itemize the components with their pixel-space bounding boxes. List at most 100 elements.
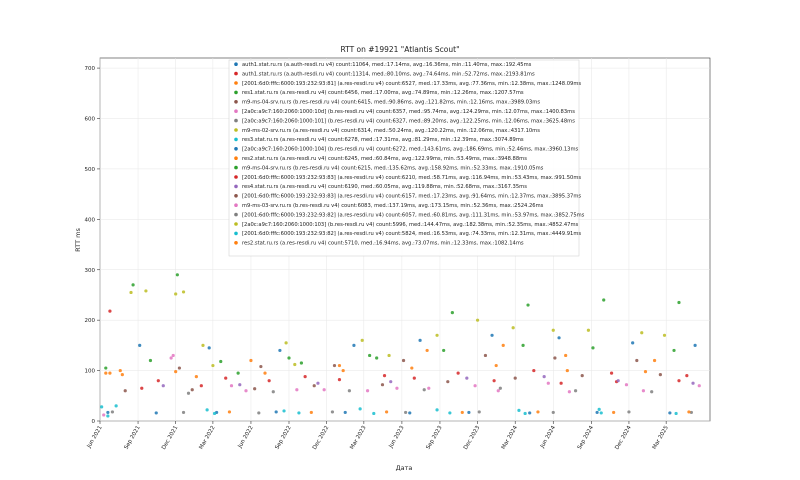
data-point	[573, 389, 578, 393]
data-point	[677, 379, 681, 383]
data-point	[253, 387, 257, 391]
data-point	[408, 411, 412, 415]
data-point	[312, 384, 316, 388]
data-point	[450, 311, 454, 315]
data-point	[422, 388, 426, 392]
data-points	[100, 273, 701, 418]
data-point	[513, 376, 517, 380]
data-point	[380, 383, 385, 387]
legend-entry: auth1.stat.ru.rs (a.auth-resdi.ru v4) co…	[242, 71, 535, 77]
legend-marker	[234, 147, 238, 151]
data-point	[467, 410, 471, 415]
data-point	[557, 336, 561, 340]
data-point	[672, 348, 676, 353]
chart-title: RTT on #19921 "Atlantis Scout"	[340, 45, 459, 54]
data-point	[498, 386, 502, 390]
data-point	[456, 371, 460, 375]
y-tick-label: 500	[85, 167, 96, 173]
data-point	[201, 343, 205, 347]
data-point	[171, 353, 175, 358]
data-point	[687, 410, 691, 414]
legend-marker	[234, 100, 238, 104]
legend-entry: m9-ms-04-srv.ru.rs (b.res-resdi.ru v4) c…	[242, 165, 544, 171]
data-point	[662, 333, 667, 337]
data-point	[521, 343, 525, 347]
data-point	[553, 356, 557, 360]
data-point	[154, 411, 158, 415]
legend-entry: [2a0c:a9c7:160:2060:1000:101] (b.res-res…	[242, 118, 575, 124]
data-point	[181, 290, 186, 294]
data-point	[169, 356, 173, 360]
data-point	[186, 391, 191, 395]
data-point	[295, 388, 299, 392]
y-tick-label: 400	[85, 217, 96, 223]
data-point	[259, 364, 263, 369]
data-point	[446, 380, 450, 384]
y-tick-label: 300	[85, 268, 96, 274]
data-point	[382, 374, 387, 378]
data-point	[616, 379, 620, 383]
legend-marker	[234, 165, 238, 170]
data-point	[658, 373, 662, 377]
data-point	[693, 343, 697, 347]
legend-entry: m9-ms-04-srv.ru.rs (b.res-resdi.ru v4) c…	[242, 100, 540, 106]
data-point	[274, 410, 278, 414]
data-point	[650, 390, 654, 394]
data-point	[293, 362, 297, 367]
data-point	[110, 410, 115, 414]
legend-marker	[234, 184, 238, 189]
data-point	[190, 388, 194, 392]
data-point	[347, 389, 351, 393]
data-point	[640, 331, 644, 335]
data-point	[224, 376, 228, 380]
data-point	[511, 326, 515, 330]
data-point	[612, 410, 616, 415]
legend-marker	[234, 137, 238, 142]
data-point	[410, 366, 414, 370]
data-point	[551, 328, 555, 332]
data-point	[496, 389, 500, 393]
legend-entry: res4.stat.ru.rs (a.res-resdi.ru v4) coun…	[242, 184, 527, 190]
data-point	[609, 371, 614, 375]
data-point	[387, 353, 391, 358]
data-point	[108, 309, 112, 313]
data-point	[343, 410, 347, 415]
data-point	[352, 343, 356, 347]
data-point	[102, 413, 106, 417]
data-point	[263, 371, 267, 375]
data-point	[299, 361, 303, 365]
data-point	[559, 381, 563, 385]
data-point	[385, 410, 389, 414]
data-point	[523, 411, 527, 416]
data-point	[194, 375, 198, 379]
data-point	[494, 363, 498, 368]
data-point	[501, 343, 505, 347]
data-point	[677, 300, 681, 305]
data-point	[271, 390, 275, 394]
data-point	[337, 363, 342, 368]
legend-entry: [2a0c:a9c7:160:2060:1000:10d] (b.res-res…	[242, 109, 575, 115]
data-point	[565, 368, 569, 373]
data-point	[303, 375, 307, 379]
legend-marker	[234, 118, 238, 123]
y-tick-label: 100	[85, 369, 96, 375]
data-point	[602, 298, 606, 302]
data-point	[435, 333, 439, 337]
data-point	[652, 358, 657, 363]
legend-marker	[234, 241, 238, 245]
data-point	[148, 358, 153, 363]
data-point	[460, 410, 464, 415]
data-point	[490, 333, 494, 337]
data-point	[689, 410, 693, 415]
y-tick-label: 600	[85, 117, 96, 123]
data-point	[144, 289, 148, 293]
legend-entry: m9-ms-03-srv.ru.rs (b.res-resdi.ru v4) c…	[242, 203, 544, 209]
data-point	[205, 408, 209, 412]
legend-marker	[234, 222, 238, 226]
legend-marker	[234, 71, 238, 76]
data-point	[395, 386, 399, 390]
data-point	[219, 359, 223, 364]
data-point	[282, 409, 286, 413]
y-tick-label: 700	[85, 66, 96, 72]
legend-marker	[234, 212, 238, 217]
